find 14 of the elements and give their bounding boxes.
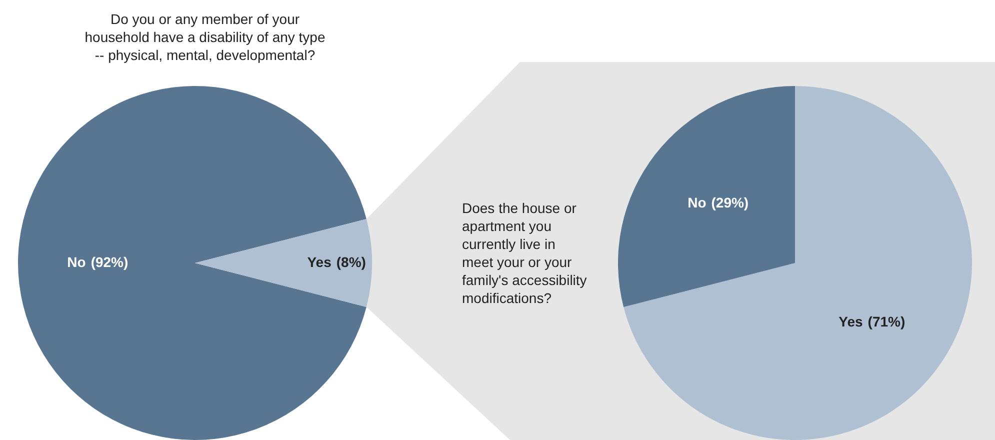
- slice-label: Yes: [838, 313, 864, 330]
- pie-slice: [18, 86, 366, 440]
- pie-slice: [618, 86, 795, 308]
- data-label: (29%): [711, 194, 749, 210]
- pie-slice: [624, 86, 972, 440]
- slice-label: No: [67, 254, 86, 270]
- text: Does the house or apartment you currently live in meet your or your family's accessibility modifications?: [462, 200, 587, 306]
- data-label: (71%): [868, 313, 906, 330]
- chart-title: Do you or any member of your household have a disability of any type -- physical, mental, developmental?: [84, 11, 326, 63]
- data-label: (8%): [336, 254, 366, 270]
- data-label: (92%): [90, 254, 128, 270]
- slice-label: No: [688, 194, 706, 210]
- slice-label: Yes: [307, 254, 332, 270]
- pie-slice: [195, 218, 372, 308]
